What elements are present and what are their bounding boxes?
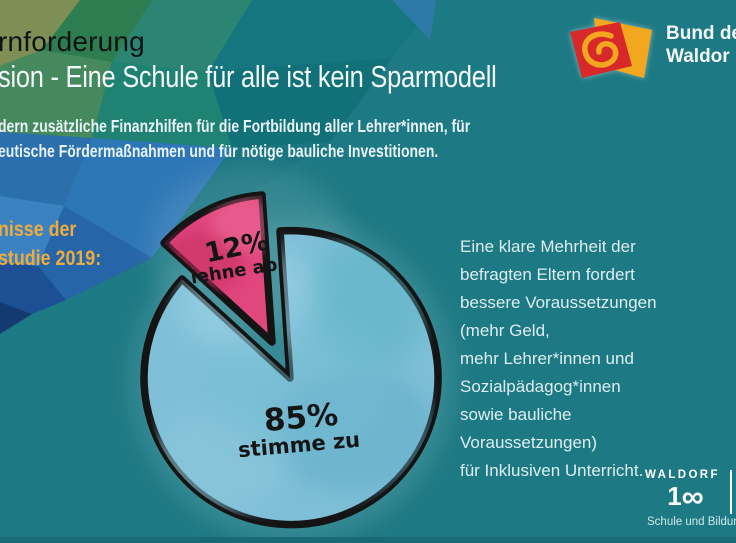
annotation-line: (mehr Geld,: [460, 321, 550, 340]
pie-label-reject-text: lehne ab: [189, 254, 279, 288]
annotation-line: Voraussetzungen): [460, 433, 598, 452]
infinity-icon: ∞: [681, 479, 704, 514]
waldorf100-digit: 1: [667, 481, 682, 511]
divider-line: [730, 470, 732, 514]
study-label-line-2: studie 2019:: [0, 247, 102, 270]
slide-subtitle: dern zusätzliche Finanzhilfen für die Fo…: [0, 114, 470, 164]
annotation-line: befragten Eltern fordert: [460, 265, 635, 284]
annotation-line: mehr Lehrer*innen und: [460, 349, 634, 368]
pie-slice-reject: [160, 191, 276, 346]
watercolor-halo: [130, 218, 454, 542]
brand-lockup: Bund de Waldor: [566, 14, 736, 94]
pie-label-agree-text: stimme zu: [237, 428, 361, 463]
annotation-text: Eine klare Mehrheit der befragten Eltern…: [460, 233, 657, 485]
study-label-line-1: nisse der: [0, 218, 77, 241]
brand-name-line-2: Waldor: [666, 46, 730, 67]
annotation-line: für Inklusiven Unterricht.: [460, 461, 644, 480]
bottom-strip: [0, 537, 736, 543]
pie-label-agree-percent: 85%: [262, 397, 339, 439]
brand-name: Bund de Waldor: [666, 22, 736, 68]
pie-slice-agree: [140, 226, 442, 529]
subtitle-line-1: dern zusätzliche Finanzhilfen für die Fo…: [0, 116, 471, 136]
brand-name-line-1: Bund de: [666, 23, 736, 44]
waldorf100-number: 1∞: [648, 479, 722, 518]
watercolor-halo-wedge: [150, 166, 350, 330]
slide-kicker: rnforderung: [0, 26, 145, 57]
study-label: nisse der studie 2019:: [0, 215, 101, 273]
subtitle-line-2: eutische Fördermaßnahmen und für nötige …: [0, 141, 439, 161]
waldorf100-logo: WALDORF 1∞: [640, 467, 736, 517]
annotation-line: sowie bauliche: [460, 405, 572, 424]
annotation-line: bessere Voraussetzungen: [460, 293, 657, 312]
slide-title: sion - Eine Schule für alle ist kein Spa…: [0, 59, 497, 94]
waldorf100-wordmark: WALDORF: [645, 469, 720, 481]
annotation-line: Eine klare Mehrheit der: [460, 237, 636, 256]
footer-tagline: Schule und Bildung: [647, 516, 736, 528]
pie-label-reject-percent: 12%: [202, 226, 272, 270]
waldorf-association-logo-icon: [570, 18, 652, 78]
annotation-line: Sozialpädagog*innen: [460, 377, 621, 396]
